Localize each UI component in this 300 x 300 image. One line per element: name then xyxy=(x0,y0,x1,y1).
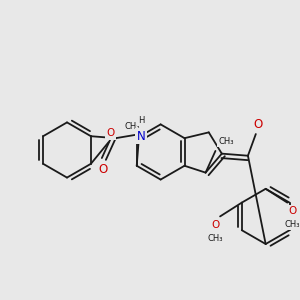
Text: CH₃: CH₃ xyxy=(207,234,223,243)
Text: CH₃: CH₃ xyxy=(124,122,140,131)
Text: O: O xyxy=(98,163,107,176)
Text: O: O xyxy=(106,128,115,138)
Text: O: O xyxy=(253,118,262,131)
Text: N: N xyxy=(137,130,146,143)
Text: CH₃: CH₃ xyxy=(284,220,300,229)
Text: O: O xyxy=(288,206,296,217)
Text: CH₃: CH₃ xyxy=(218,136,234,146)
Text: O: O xyxy=(211,220,219,230)
Text: H: H xyxy=(138,116,144,125)
